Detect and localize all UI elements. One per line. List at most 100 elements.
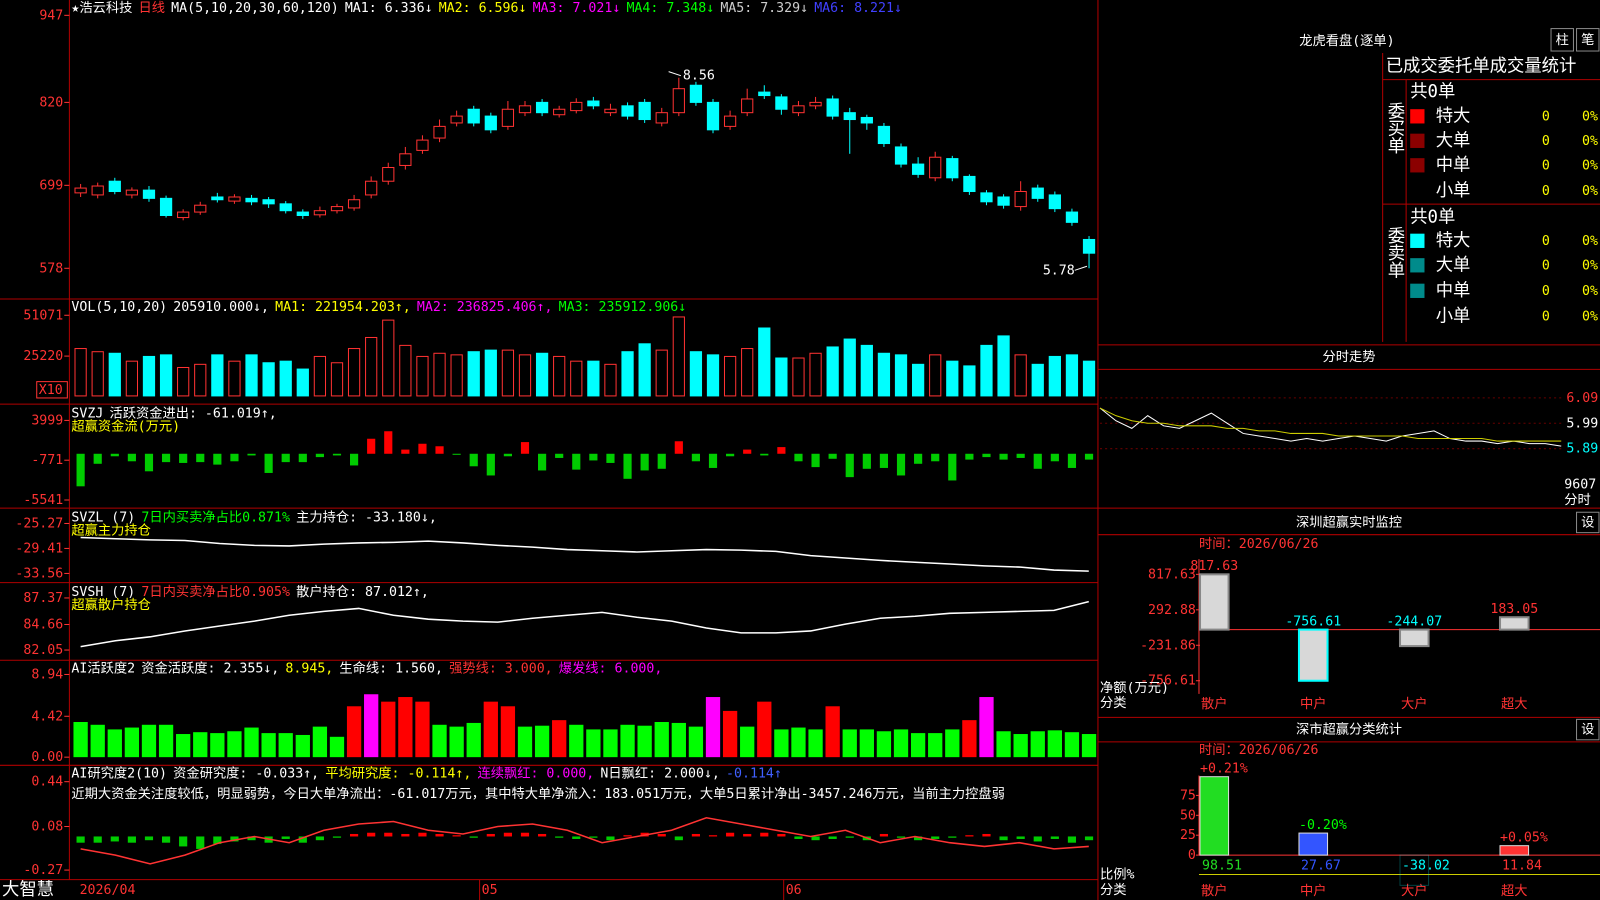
candle-body bbox=[433, 125, 446, 139]
research-bar bbox=[469, 836, 478, 838]
y-tick-label: 4.42 bbox=[31, 709, 63, 724]
category-label: 大户 bbox=[1401, 882, 1428, 899]
research-bar bbox=[520, 832, 530, 837]
activity-bar bbox=[774, 729, 789, 758]
volume-bar bbox=[929, 354, 942, 397]
time-label: 时间：2026/06/26 bbox=[1199, 742, 1319, 758]
brand: 大智慧 bbox=[2, 880, 54, 900]
activity-bar bbox=[210, 733, 225, 758]
view-button[interactable]: 笔 bbox=[1581, 32, 1594, 48]
candle-body bbox=[177, 211, 190, 219]
row-count: 0 bbox=[1542, 134, 1550, 149]
button-frame[interactable] bbox=[1576, 718, 1600, 741]
candle-body bbox=[809, 101, 822, 107]
volume-bar bbox=[946, 360, 959, 397]
category-label: 大户 bbox=[1401, 695, 1428, 712]
y-tick-label: 5.89 bbox=[1566, 442, 1598, 457]
button-frame[interactable] bbox=[1550, 28, 1574, 52]
research-bar bbox=[760, 832, 769, 837]
activity-bar bbox=[825, 706, 840, 758]
activity-bar bbox=[979, 697, 994, 758]
research-bar bbox=[1016, 836, 1025, 839]
fund_flow-bar bbox=[469, 453, 478, 467]
low-annotation: 5.78 bbox=[1043, 263, 1075, 278]
candle-body bbox=[416, 139, 429, 151]
research-bar bbox=[418, 832, 427, 837]
activity-bar bbox=[671, 722, 686, 758]
volume-bar bbox=[279, 360, 292, 397]
activity-bar bbox=[962, 720, 977, 758]
volume-bar bbox=[1014, 354, 1027, 397]
candle-body bbox=[929, 156, 942, 179]
candle-body bbox=[689, 84, 703, 103]
volume-bar bbox=[980, 344, 993, 397]
row-count: 0 bbox=[1542, 309, 1550, 324]
time-label: 时间：2026/06/26 bbox=[1199, 536, 1319, 552]
activity-bar bbox=[398, 697, 413, 758]
panel-legend: AI活跃度2 资金活跃度: 2.355↓, 8.945, 生命线: 1.560, 强势线… bbox=[71, 659, 662, 676]
activity-bar bbox=[73, 722, 88, 758]
research-bar bbox=[435, 833, 444, 837]
button-frame[interactable] bbox=[1576, 28, 1600, 52]
change-label: +0.21% bbox=[1200, 762, 1248, 777]
net-bar bbox=[1297, 628, 1329, 682]
volume-bar bbox=[963, 365, 976, 397]
button-frame[interactable] bbox=[1576, 511, 1600, 534]
candle-body bbox=[604, 108, 617, 114]
volume-bar bbox=[706, 354, 720, 397]
research-bar bbox=[982, 833, 991, 837]
fund_flow-bar bbox=[896, 453, 906, 476]
panel-legend: SVSH (7) 7日内买卖净占比0.905% 散户持仓: 87.012↑, bbox=[71, 583, 428, 600]
research-bar bbox=[1050, 836, 1059, 839]
category-label: 散户 bbox=[1201, 695, 1228, 712]
y-tick-label: -0.27 bbox=[23, 863, 63, 878]
volume-bar bbox=[843, 338, 856, 397]
settings-button[interactable]: 设 bbox=[1581, 514, 1594, 530]
research-bar bbox=[161, 836, 171, 843]
panel-title: 分时走势 bbox=[1322, 349, 1375, 365]
activity-bar bbox=[432, 724, 447, 758]
row-name: 中单 bbox=[1436, 281, 1471, 301]
legend-item: SVZL (7) bbox=[71, 510, 135, 525]
y-tick-label: 5.99 bbox=[1566, 416, 1598, 431]
volume-label: 9607 bbox=[1564, 478, 1596, 493]
activity-bar bbox=[90, 724, 105, 758]
legend-item: 活跃资金进出: -61.019↑, bbox=[109, 405, 276, 421]
row-name: 中单 bbox=[1436, 155, 1471, 175]
research-bar bbox=[691, 833, 700, 837]
fund_flow-bar bbox=[982, 453, 991, 458]
candle-body bbox=[1082, 238, 1096, 254]
view-button[interactable]: 柱 bbox=[1556, 32, 1569, 48]
candle-body bbox=[758, 91, 771, 97]
row-swatch bbox=[1410, 158, 1425, 173]
candle-body bbox=[347, 199, 361, 209]
research-bar bbox=[110, 836, 119, 842]
activity-bar bbox=[791, 727, 806, 758]
legend-item: 平均研究度: -0.114↑, bbox=[325, 765, 471, 781]
fund_flow-bar bbox=[572, 453, 581, 470]
activity-bar bbox=[534, 725, 550, 758]
volume-bar bbox=[1082, 360, 1096, 397]
volume-bar bbox=[142, 355, 156, 397]
row-swatch bbox=[1410, 233, 1425, 248]
research-bar bbox=[1033, 836, 1042, 842]
activity-bar bbox=[1013, 734, 1028, 758]
legend-item: ★浩云科技 bbox=[71, 0, 132, 16]
candle-body bbox=[467, 108, 480, 124]
value-label: 98.51 bbox=[1202, 858, 1242, 873]
legend-item: 爆发线: 6.000, bbox=[559, 660, 663, 676]
panel-subtitle: 超赢散户持仓 bbox=[71, 596, 151, 613]
volume-bar bbox=[433, 352, 446, 397]
date-label: 2026/04 bbox=[80, 883, 136, 898]
fund_flow-bar bbox=[623, 453, 632, 479]
fund_flow-bar bbox=[332, 453, 342, 456]
candle-body bbox=[723, 115, 737, 127]
candle-body bbox=[587, 100, 600, 107]
research-bar bbox=[914, 836, 923, 841]
settings-button[interactable]: 设 bbox=[1581, 722, 1594, 738]
candle-body bbox=[1014, 190, 1027, 208]
ratio-bar bbox=[1399, 854, 1430, 886]
y-tick-label: 0.08 bbox=[31, 820, 63, 835]
legend-item: 8.945, bbox=[285, 661, 333, 676]
